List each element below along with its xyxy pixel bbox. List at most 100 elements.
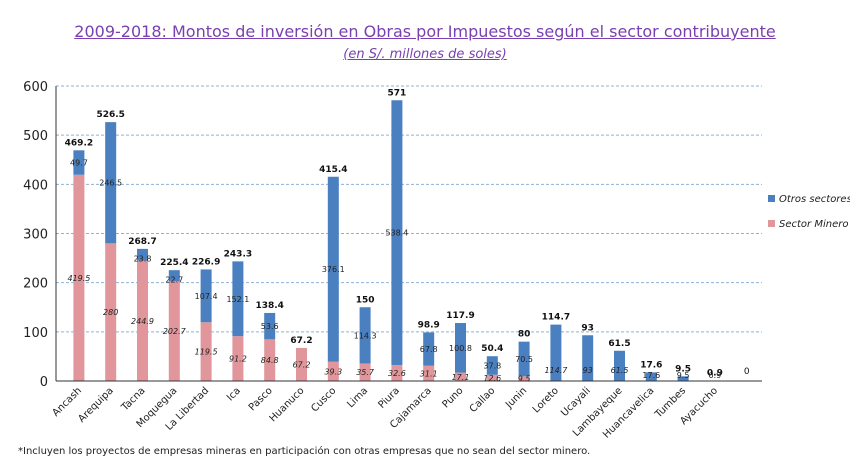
- minero-value-label: 67.2: [293, 360, 311, 369]
- otros-value-label: 107.4: [195, 292, 218, 301]
- otros-value-label: 49.7: [70, 159, 88, 168]
- bar-minero: [327, 361, 339, 381]
- gridlines: [56, 85, 762, 333]
- chart-subtitle: (en S/. millones de soles): [343, 47, 507, 62]
- minero-value-label: 244.9: [131, 317, 154, 326]
- x-tick-label: Arequipa: [76, 385, 115, 424]
- total-label: 9.5: [675, 364, 691, 374]
- bar-minero: [359, 363, 371, 381]
- total-label: 243.3: [224, 249, 252, 259]
- otros-value-label: 67.8: [420, 345, 438, 354]
- bar-minero: [232, 336, 244, 381]
- minero-value-label: 91.2: [229, 355, 247, 364]
- legend-label: Otros sectores: [779, 194, 850, 205]
- otros-value-label: 23.8: [134, 255, 152, 264]
- total-label: 225.4: [160, 258, 188, 268]
- y-tick-label: 300: [23, 228, 48, 243]
- bar-otros: [327, 176, 339, 362]
- otros-value-label: 37.8: [483, 362, 501, 371]
- minero-value-label: 93: [583, 366, 593, 375]
- total-label: 571: [388, 88, 407, 98]
- bar-minero: [423, 365, 435, 381]
- total-label: 67.2: [290, 336, 312, 346]
- bar-otros: [677, 376, 689, 381]
- chart-title: 2009-2018: Montos de inversión en Obras …: [74, 22, 776, 41]
- legend-swatch: [768, 220, 775, 227]
- total-label: 268.7: [128, 237, 156, 247]
- total-label: 98.9: [418, 320, 440, 330]
- bar-minero: [296, 347, 307, 381]
- total-label: 61.5: [608, 339, 630, 349]
- bar-minero: [105, 243, 117, 381]
- otros-value-label: 376.1: [322, 265, 345, 274]
- bar-otros: [264, 312, 276, 340]
- bar-minero: [200, 322, 212, 381]
- total-label: 469.2: [65, 138, 93, 148]
- footnote: *Incluyen los proyectos de empresas mine…: [18, 446, 591, 457]
- bars: [73, 100, 721, 382]
- y-tick-label: 0: [40, 375, 48, 390]
- bar-minero: [168, 281, 180, 381]
- bar-otros: [137, 248, 148, 261]
- x-tick-label: Callao: [468, 385, 498, 415]
- total-label: 17.6: [640, 360, 662, 370]
- bar-otros: [73, 150, 85, 175]
- otros-value-label: 70.5: [515, 355, 533, 364]
- bar-otros: [168, 270, 180, 282]
- otros-value-label: 246.5: [99, 179, 122, 188]
- bar-otros: [391, 100, 403, 365]
- bar-otros: [455, 323, 466, 373]
- value-labels: 469.2 419.5 49.7 526.5 280 246.5 268.7 244.9 23.…: [65, 88, 750, 383]
- legend-label: Sector Minero: [779, 219, 848, 230]
- x-tick-label: Huanuco: [268, 385, 307, 424]
- y-tick-label: 500: [23, 129, 48, 144]
- minero-value-label: 31.1: [420, 369, 438, 378]
- bar-otros: [105, 122, 117, 244]
- otros-value-label: 152.1: [226, 295, 249, 304]
- bar-minero: [455, 372, 466, 381]
- bar-otros: [359, 307, 371, 364]
- minero-value-label: 84.8: [261, 356, 279, 365]
- bar-minero: [518, 376, 530, 381]
- y-tick-label: 400: [23, 178, 48, 193]
- otros-value-label: 100.8: [449, 344, 472, 353]
- x-tick-label: Pasco: [247, 385, 275, 413]
- bar-otros: [518, 341, 530, 377]
- x-tick-label: Piura: [376, 385, 402, 411]
- total-label: 117.9: [446, 311, 474, 321]
- x-tick-label: Loreto: [531, 385, 561, 415]
- legend-swatch: [768, 195, 775, 202]
- bar-otros: [423, 332, 435, 366]
- minero-value-label: 202.7: [163, 327, 187, 336]
- bar-minero: [391, 364, 403, 381]
- bar-otros: [614, 350, 625, 381]
- bar-otros: [550, 324, 562, 381]
- otros-value-label: 9.5: [677, 371, 690, 380]
- total-label: 415.4: [319, 165, 347, 175]
- x-tick-label: Junin: [503, 385, 529, 411]
- minero-value-label: 61.5: [611, 366, 629, 375]
- minero-value-label: 12.6: [483, 374, 501, 383]
- bar-minero: [486, 374, 498, 381]
- total-label: 114.7: [542, 313, 570, 323]
- bar-minero: [73, 174, 85, 381]
- minero-value-label: 9.5: [518, 375, 531, 384]
- y-tick-label: 100: [23, 326, 48, 341]
- otros-value-label: 114.3: [354, 331, 377, 340]
- minero-value-label: 114.7: [544, 366, 568, 375]
- minero-value-label: 419.5: [67, 274, 90, 283]
- x-tick-label: Puno: [440, 385, 465, 410]
- bar-otros: [645, 372, 657, 381]
- bar-otros: [232, 261, 244, 337]
- bar-otros: [486, 356, 498, 375]
- total-label: 50.4: [481, 344, 503, 354]
- total-label: 526.5: [96, 110, 124, 120]
- bar-minero: [264, 339, 276, 381]
- minero-value-label: 39.3: [324, 367, 342, 376]
- total-label: 138.4: [255, 301, 283, 311]
- minero-value-label: 280: [103, 308, 118, 317]
- legend: Otros sectores Sector Minero: [768, 194, 850, 230]
- x-tick-label: Lima: [345, 385, 370, 410]
- y-tick-label: 200: [23, 277, 48, 292]
- bar-otros: [200, 269, 212, 323]
